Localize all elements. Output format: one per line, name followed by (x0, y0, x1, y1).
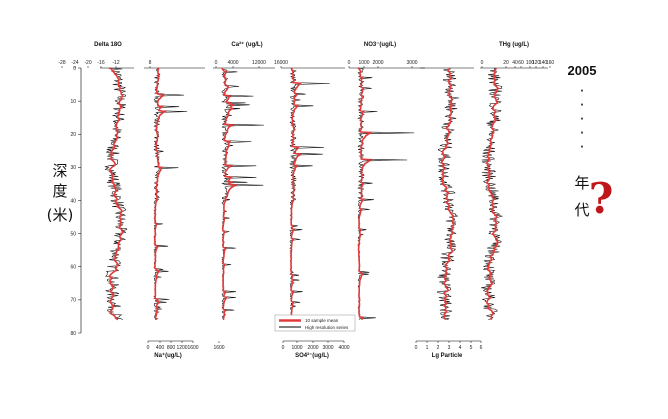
panel-na (153, 67, 188, 321)
bottom-tick-label: 2 (437, 345, 440, 351)
sample-mean-series-line (153, 67, 168, 320)
year-label: 2005 (568, 63, 597, 78)
high-resolution-series-line (104, 67, 128, 321)
bottom-tick-label: 0 (147, 345, 150, 351)
top-tick-label: 1000 (358, 60, 369, 66)
bottom-tick-label: 1600 (187, 345, 198, 351)
sample-mean-series-line (485, 67, 500, 321)
panel-particle (437, 67, 459, 321)
era-annotation: 2005 ····· 年 代 ? (568, 63, 614, 223)
top-tick-label: 0 (481, 60, 484, 66)
depth-tick-label: 10 (70, 99, 76, 105)
legend-label-mean: 10 sample mean (305, 318, 339, 323)
top-tick-label: -28 (58, 60, 65, 66)
top-tick-label: 12000 (252, 60, 266, 66)
top-tick-label: 8 (149, 60, 152, 66)
top-axis-title: NO3⁻(ug/L) (364, 42, 396, 48)
bottom-axis-title: Lg Particle (432, 353, 463, 359)
panel-ca (221, 67, 264, 320)
top-tick-label: 0 (348, 60, 351, 66)
top-tick-label: 100 (526, 60, 535, 66)
ellipsis-dot: · (580, 96, 585, 114)
era-char-2: 代 (574, 201, 589, 219)
ellipsis-dot: · (580, 82, 585, 100)
panel-no3 (357, 67, 415, 321)
bottom-tick-label: 4000 (338, 345, 349, 351)
depth-tick-label: 70 (70, 298, 76, 304)
sample-mean-series-line (221, 67, 239, 320)
top-tick-label: 3000 (406, 60, 417, 66)
depth-tick-label: 50 (70, 231, 76, 237)
ellipsis-dot: · (580, 138, 585, 156)
high-resolution-series-line (357, 67, 415, 320)
bottom-axis-title: Na⁺(ug/L) (154, 352, 182, 359)
top-tick-label: 20 (503, 60, 509, 66)
bottom-axis-title: SO4²⁻(ug/L) (295, 352, 329, 359)
top-axis-title: Delta 18O (94, 42, 122, 48)
top-tick-label: 160 (546, 60, 555, 66)
panel-so4 (289, 67, 330, 321)
bottom-tick-label: 4 (459, 345, 462, 351)
depth-char-3: (米) (47, 206, 74, 224)
top-tick-label: 0 (215, 60, 218, 66)
bottom-tick-label: 1 (426, 345, 429, 351)
bottom-tick-label: 0 (415, 345, 418, 351)
top-axis-title: Ca²⁺ (ug/L) (231, 41, 262, 48)
sample-mean-series-line (357, 67, 373, 321)
depth-tick-label: 80 (70, 331, 76, 337)
bottom-tick-label: 3 (448, 345, 451, 351)
top-tick-label: -12 (112, 60, 119, 66)
sample-mean-series-line (290, 67, 303, 320)
bottom-tick-label: 0 (282, 345, 285, 351)
top-tick-label: 120 (532, 60, 541, 66)
bottom-tick-label: 1200 (176, 345, 187, 351)
top-tick-label: -24 (71, 60, 78, 66)
ellipsis-dots: ····· (580, 82, 585, 156)
era-char-1: 年 (574, 174, 589, 192)
top-tick-label: 2000 (372, 60, 383, 66)
depth-tick-label: 60 (70, 265, 76, 271)
ellipsis-dot: · (580, 124, 585, 142)
top-axis-title: THg (ug/L) (499, 42, 529, 48)
sample-mean-series-line (440, 67, 455, 321)
depth-tick-label: 40 (70, 198, 76, 204)
bottom-tick-label: 3000 (322, 345, 333, 351)
bottom-tick-label: 400 (156, 345, 165, 351)
top-tick-label: 4000 (227, 60, 238, 66)
ellipsis-dot: · (580, 110, 585, 128)
top-tick-label: 60 (518, 60, 524, 66)
bottom-tick-label: 1600 (213, 345, 224, 351)
top-tick-label: 40 (512, 60, 518, 66)
bottom-tick-label: 800 (167, 345, 176, 351)
top-tick-label: 16000 (274, 60, 288, 66)
panel-thg (481, 67, 503, 321)
depth-axis-title: 深 度 (米) (47, 162, 74, 224)
sample-mean-series-line (108, 67, 125, 321)
bottom-tick-label: 2000 (307, 345, 318, 351)
depth-tick-label: 20 (70, 132, 76, 138)
chart-frame (61, 66, 551, 343)
legend: 10 sample mean High resolution series (274, 314, 356, 332)
top-tick-label: 140 (539, 60, 548, 66)
top-tick-label: -16 (97, 60, 104, 66)
panel-delta18o (104, 67, 128, 321)
depth-tick-label: 30 (70, 165, 76, 171)
legend-label-high: High resolution series (305, 325, 349, 330)
depth-tick-label: 0 (73, 66, 76, 72)
bottom-tick-label: 5 (470, 345, 473, 351)
bottom-tick-label: 6 (480, 345, 483, 351)
top-tick-label: -20 (84, 60, 91, 66)
bottom-tick-label: 1000 (291, 345, 302, 351)
question-mark: ? (589, 174, 614, 223)
depth-char-1: 深 (52, 162, 67, 180)
chart-series (104, 67, 503, 321)
depth-char-2: 度 (52, 182, 67, 200)
